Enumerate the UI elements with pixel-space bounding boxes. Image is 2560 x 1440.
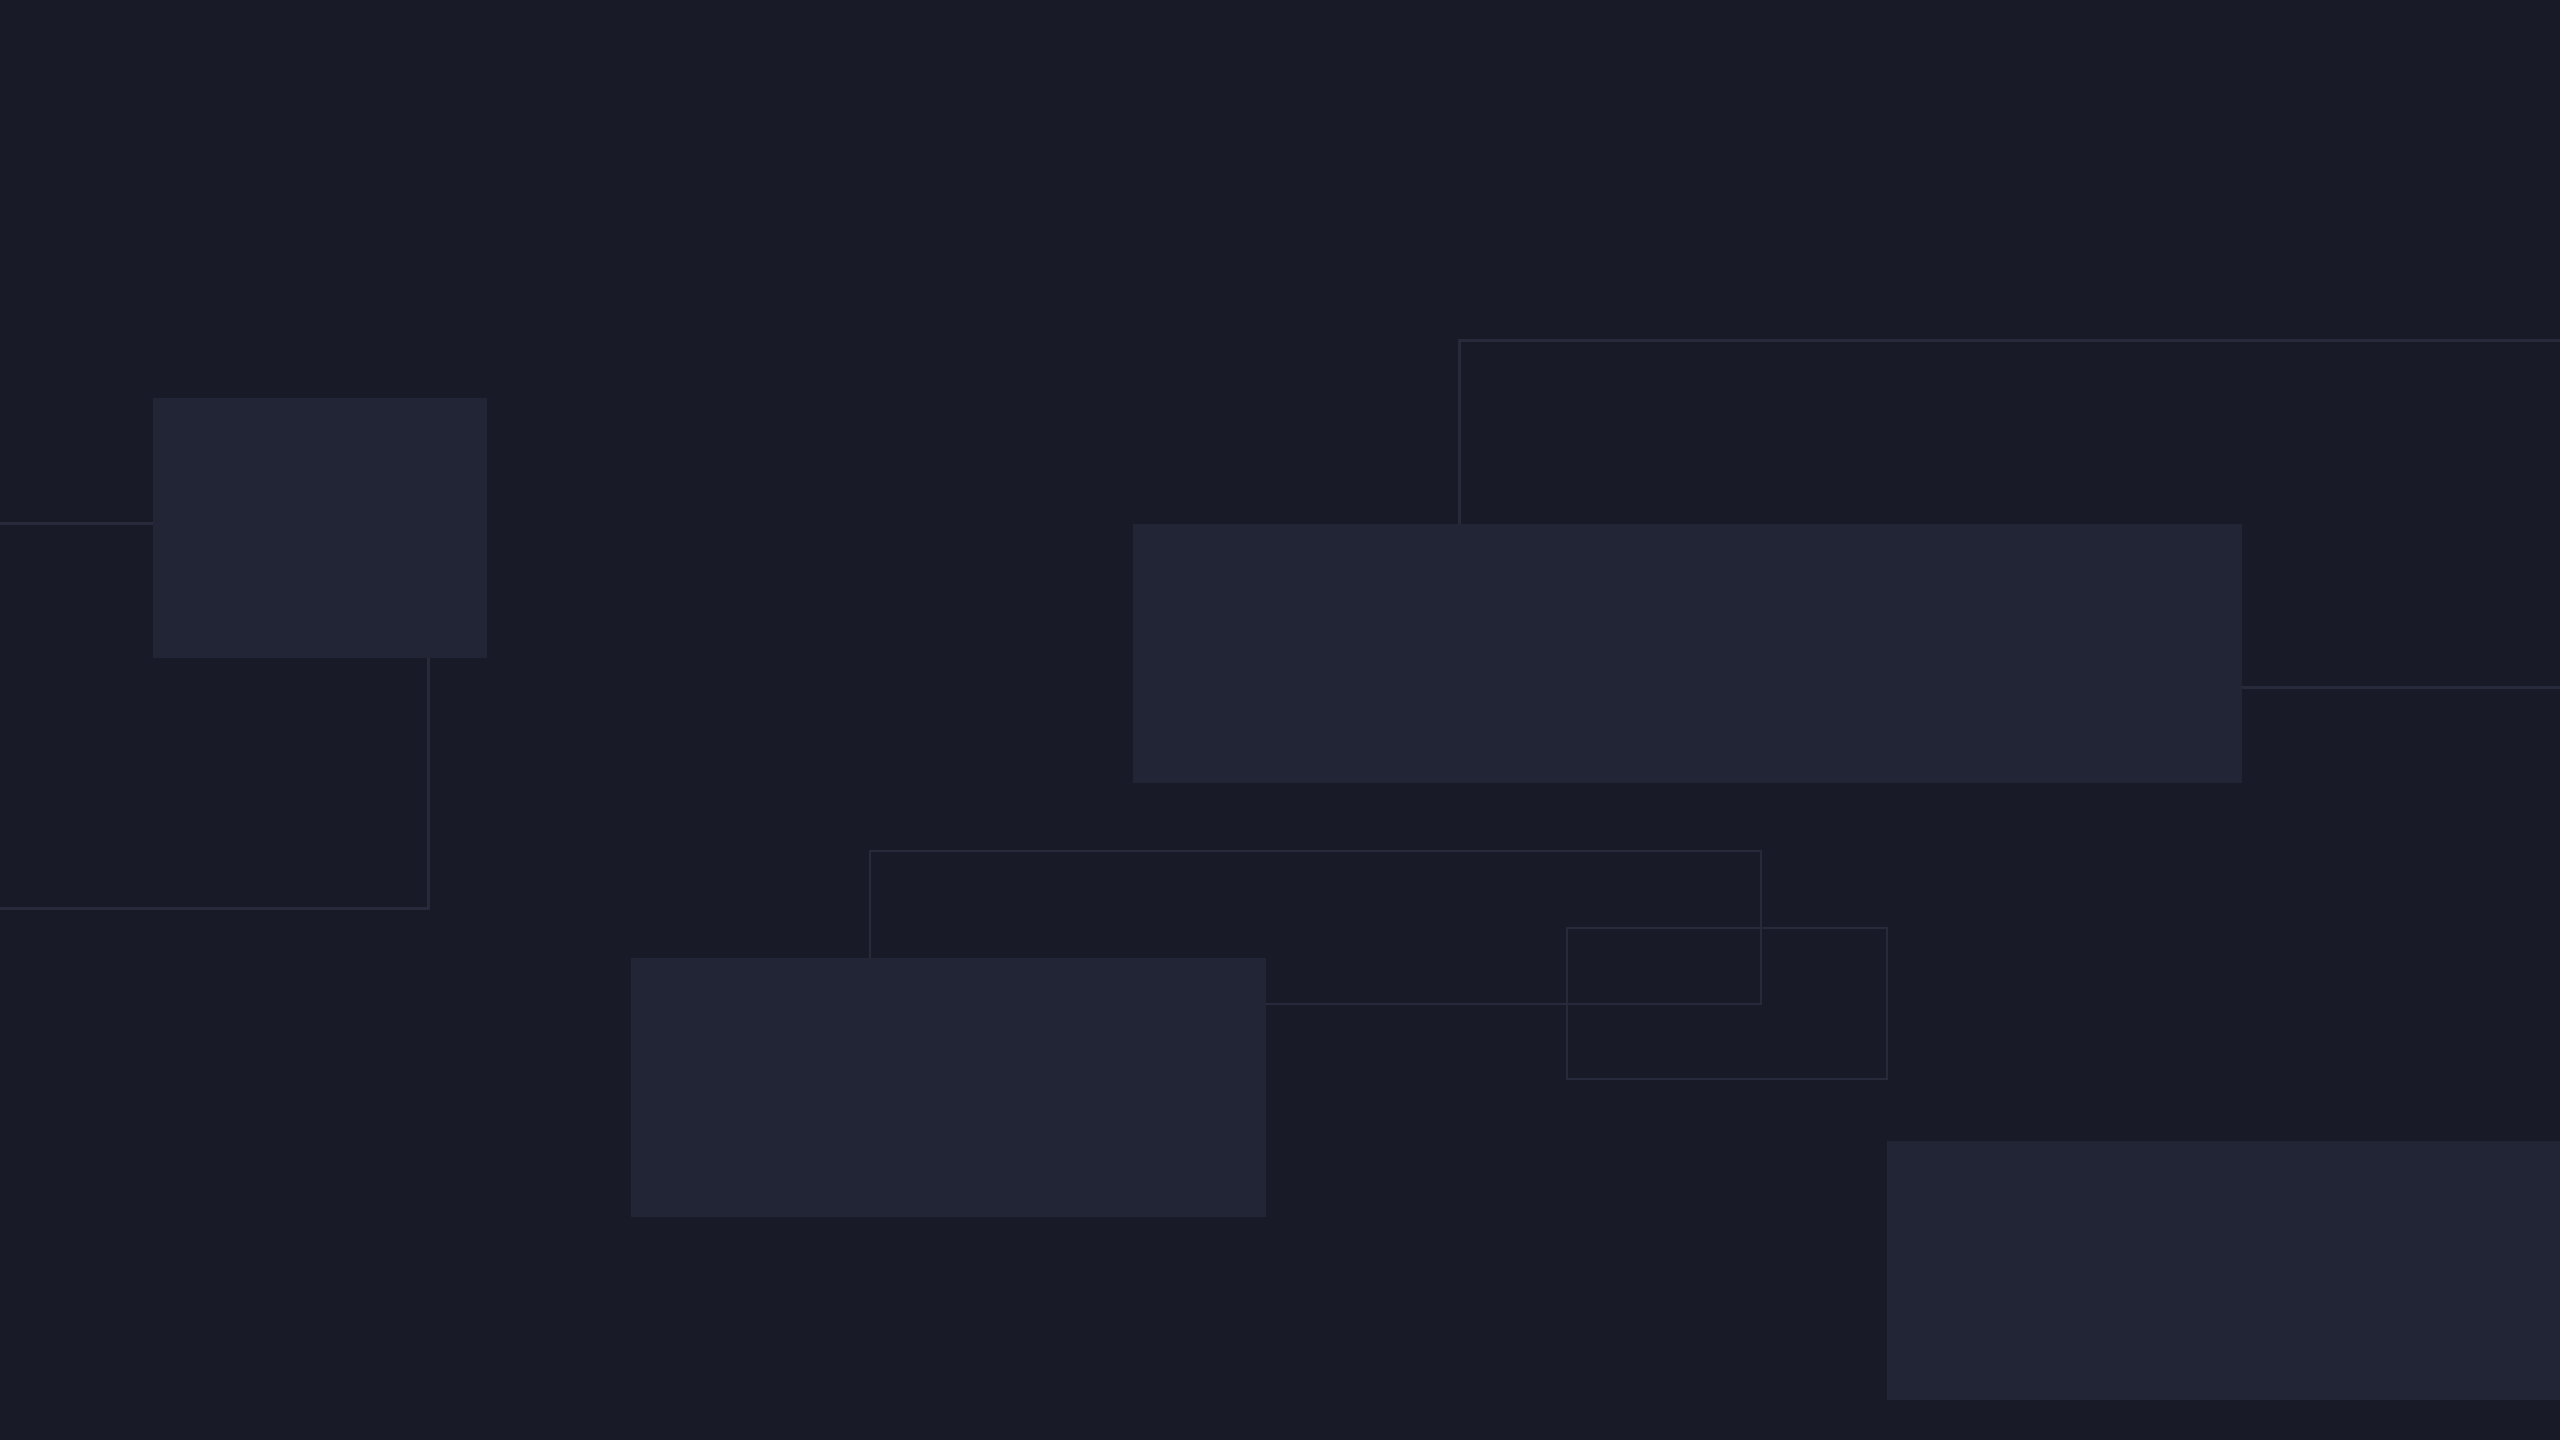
filled-rectangle-bottom-right bbox=[1887, 1141, 2560, 1400]
filled-rectangle-lower-center bbox=[631, 958, 1266, 1217]
outlined-rectangle-small bbox=[1566, 927, 1888, 1080]
filled-rectangle-wide-center bbox=[1133, 524, 2242, 783]
filled-rectangle-top-left bbox=[153, 398, 487, 658]
